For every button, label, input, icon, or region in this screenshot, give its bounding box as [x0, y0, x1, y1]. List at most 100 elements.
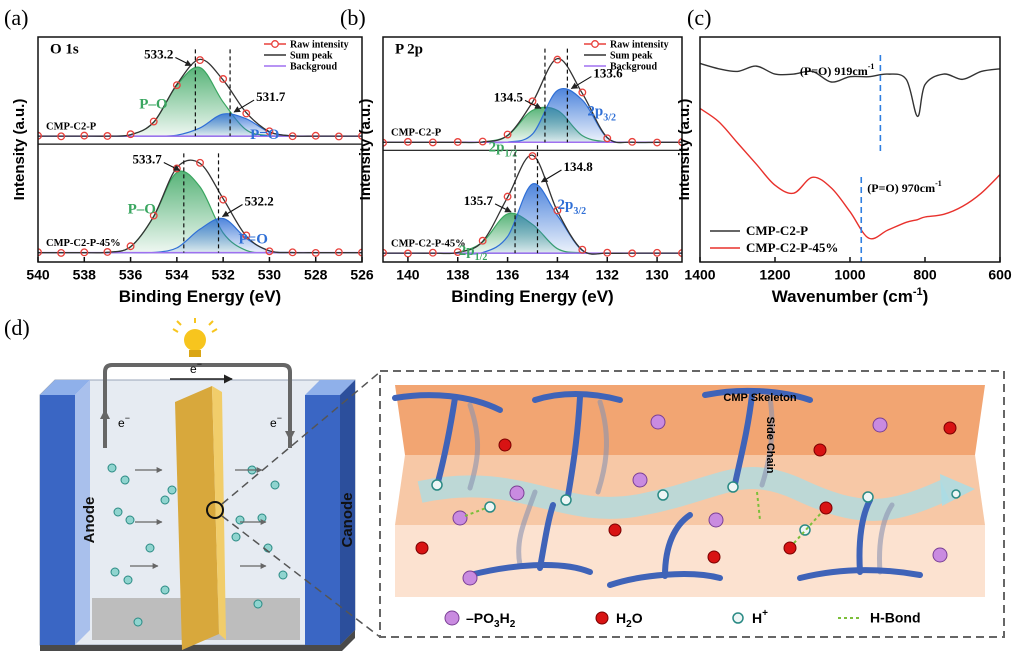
raw-point [503, 192, 512, 201]
electron-text: e [190, 362, 197, 376]
legend-label: H-Bond [870, 610, 921, 626]
raw-point [578, 245, 587, 254]
sum-line [38, 58, 362, 137]
raw-point [219, 195, 228, 204]
raw-point [149, 117, 158, 126]
x-axis-label-text: Wavenumber (cm [772, 287, 913, 306]
x-tick-label: 536 [119, 267, 143, 283]
peak-position: 135.7 [464, 193, 494, 208]
raw-point [242, 231, 251, 240]
raw-point [553, 206, 562, 215]
raw-point [265, 247, 274, 256]
legend-label: CMP-C2-P-45% [746, 240, 838, 255]
peak-label: 2p3/2 [557, 197, 586, 216]
x-axis-label: Binding Energy (eV) [119, 287, 281, 306]
raw-point [172, 81, 181, 90]
membrane-edge [212, 386, 226, 640]
water [415, 421, 957, 564]
raw-point [653, 248, 662, 257]
x-tick-label: 1200 [759, 267, 790, 283]
raw-point [57, 132, 66, 141]
legend-label: Sum peak [610, 50, 653, 61]
x-axis-label-end: ) [923, 287, 929, 306]
series-line [699, 107, 1001, 240]
legend-label: Backgroud [610, 61, 657, 72]
raw-point [603, 134, 612, 143]
band [395, 525, 985, 597]
raw-point [478, 236, 487, 245]
x-tick-label: 530 [258, 267, 282, 283]
zoom-spot [206, 501, 224, 519]
raw-point [196, 158, 204, 167]
cell-base [40, 630, 355, 651]
panel-label: (d) [4, 315, 30, 340]
raw-point [603, 248, 612, 257]
plot-area [383, 55, 682, 258]
electron-text: e [118, 416, 125, 430]
raw-point [428, 138, 437, 147]
panel-label: (a) [4, 5, 28, 30]
x-tick-label: 528 [304, 267, 328, 283]
anode-side [75, 380, 90, 645]
x-tick-label: 540 [26, 267, 50, 283]
band [395, 385, 985, 455]
legend-label: CMP-C2-P [746, 223, 808, 238]
cathode-label: Canode [339, 492, 356, 547]
legend-marker [591, 40, 599, 48]
legend-label: Raw intensity [610, 39, 669, 50]
cathode-side [340, 380, 355, 645]
legend-part: 3 [494, 619, 500, 630]
raw-point [653, 138, 662, 147]
raw-point [311, 131, 320, 140]
x-tick-label: 600 [988, 267, 1012, 283]
electron-label: e− [190, 359, 202, 376]
sample-label: CMP-C2-P [391, 128, 442, 139]
sample-label: CMP-C2-P-45% [46, 238, 121, 249]
peak-label-text: P–O [139, 97, 167, 113]
peak-label-text: P=O [250, 127, 279, 143]
cmp-chains [392, 387, 923, 588]
x-tick-label: 136 [496, 267, 520, 283]
electron-text: e [270, 416, 277, 430]
peak-label: P–O [128, 202, 156, 218]
annotation-arrow [175, 57, 192, 67]
x-tick-label: 132 [596, 267, 620, 283]
legend-label: H2O [616, 610, 643, 630]
raw-point [311, 248, 320, 257]
plot-frame [37, 36, 363, 263]
raw-point [428, 248, 437, 257]
marker-label-sup: -1 [935, 179, 942, 188]
peak-label-text: 2p [459, 243, 475, 259]
peak-label: P=O [239, 232, 268, 248]
legend-label: H+ [752, 608, 768, 626]
marker-label: (P=O) 919cm-1 [800, 62, 875, 77]
y-axis-label: Intensity (a.u.) [357, 99, 374, 201]
raw-point [103, 132, 112, 140]
x-axis-label-text: Binding Energy (eV) [451, 287, 613, 306]
panel-title: P 2p [395, 41, 423, 57]
xps-panel: CMP-C2-P134.52p1/2133.62p3/2CMP-C2-P-45%… [340, 5, 683, 306]
h-bonds [464, 491, 823, 544]
raw-point [678, 138, 682, 147]
sum-line [383, 154, 682, 255]
raw-point [678, 249, 682, 257]
peak-label: 2p1/2 [459, 243, 488, 262]
peak-label-sub: 1/2 [504, 148, 517, 159]
raw-point [403, 249, 412, 258]
diagram: (d) e− e− e− Anode Canode [4, 315, 1005, 651]
cathode-electrode [305, 395, 340, 645]
legend-part: 2 [510, 619, 516, 630]
sum-line [38, 159, 362, 254]
protons-zoom [431, 479, 961, 536]
electron-label: e− [270, 413, 282, 430]
x-axis-label: Binding Energy (eV) [451, 287, 613, 306]
plot-frame [382, 36, 683, 263]
anode-electrode [40, 395, 75, 645]
x-axis-label-text: Binding Energy (eV) [119, 287, 281, 306]
proton-arrows [130, 467, 267, 569]
peak-position: 531.7 [256, 89, 286, 104]
raw-point [80, 131, 89, 140]
sample-label: CMP-C2-P-45% [391, 239, 466, 250]
zoom-line [221, 515, 381, 638]
peak-label-sub: 3/2 [603, 112, 616, 123]
